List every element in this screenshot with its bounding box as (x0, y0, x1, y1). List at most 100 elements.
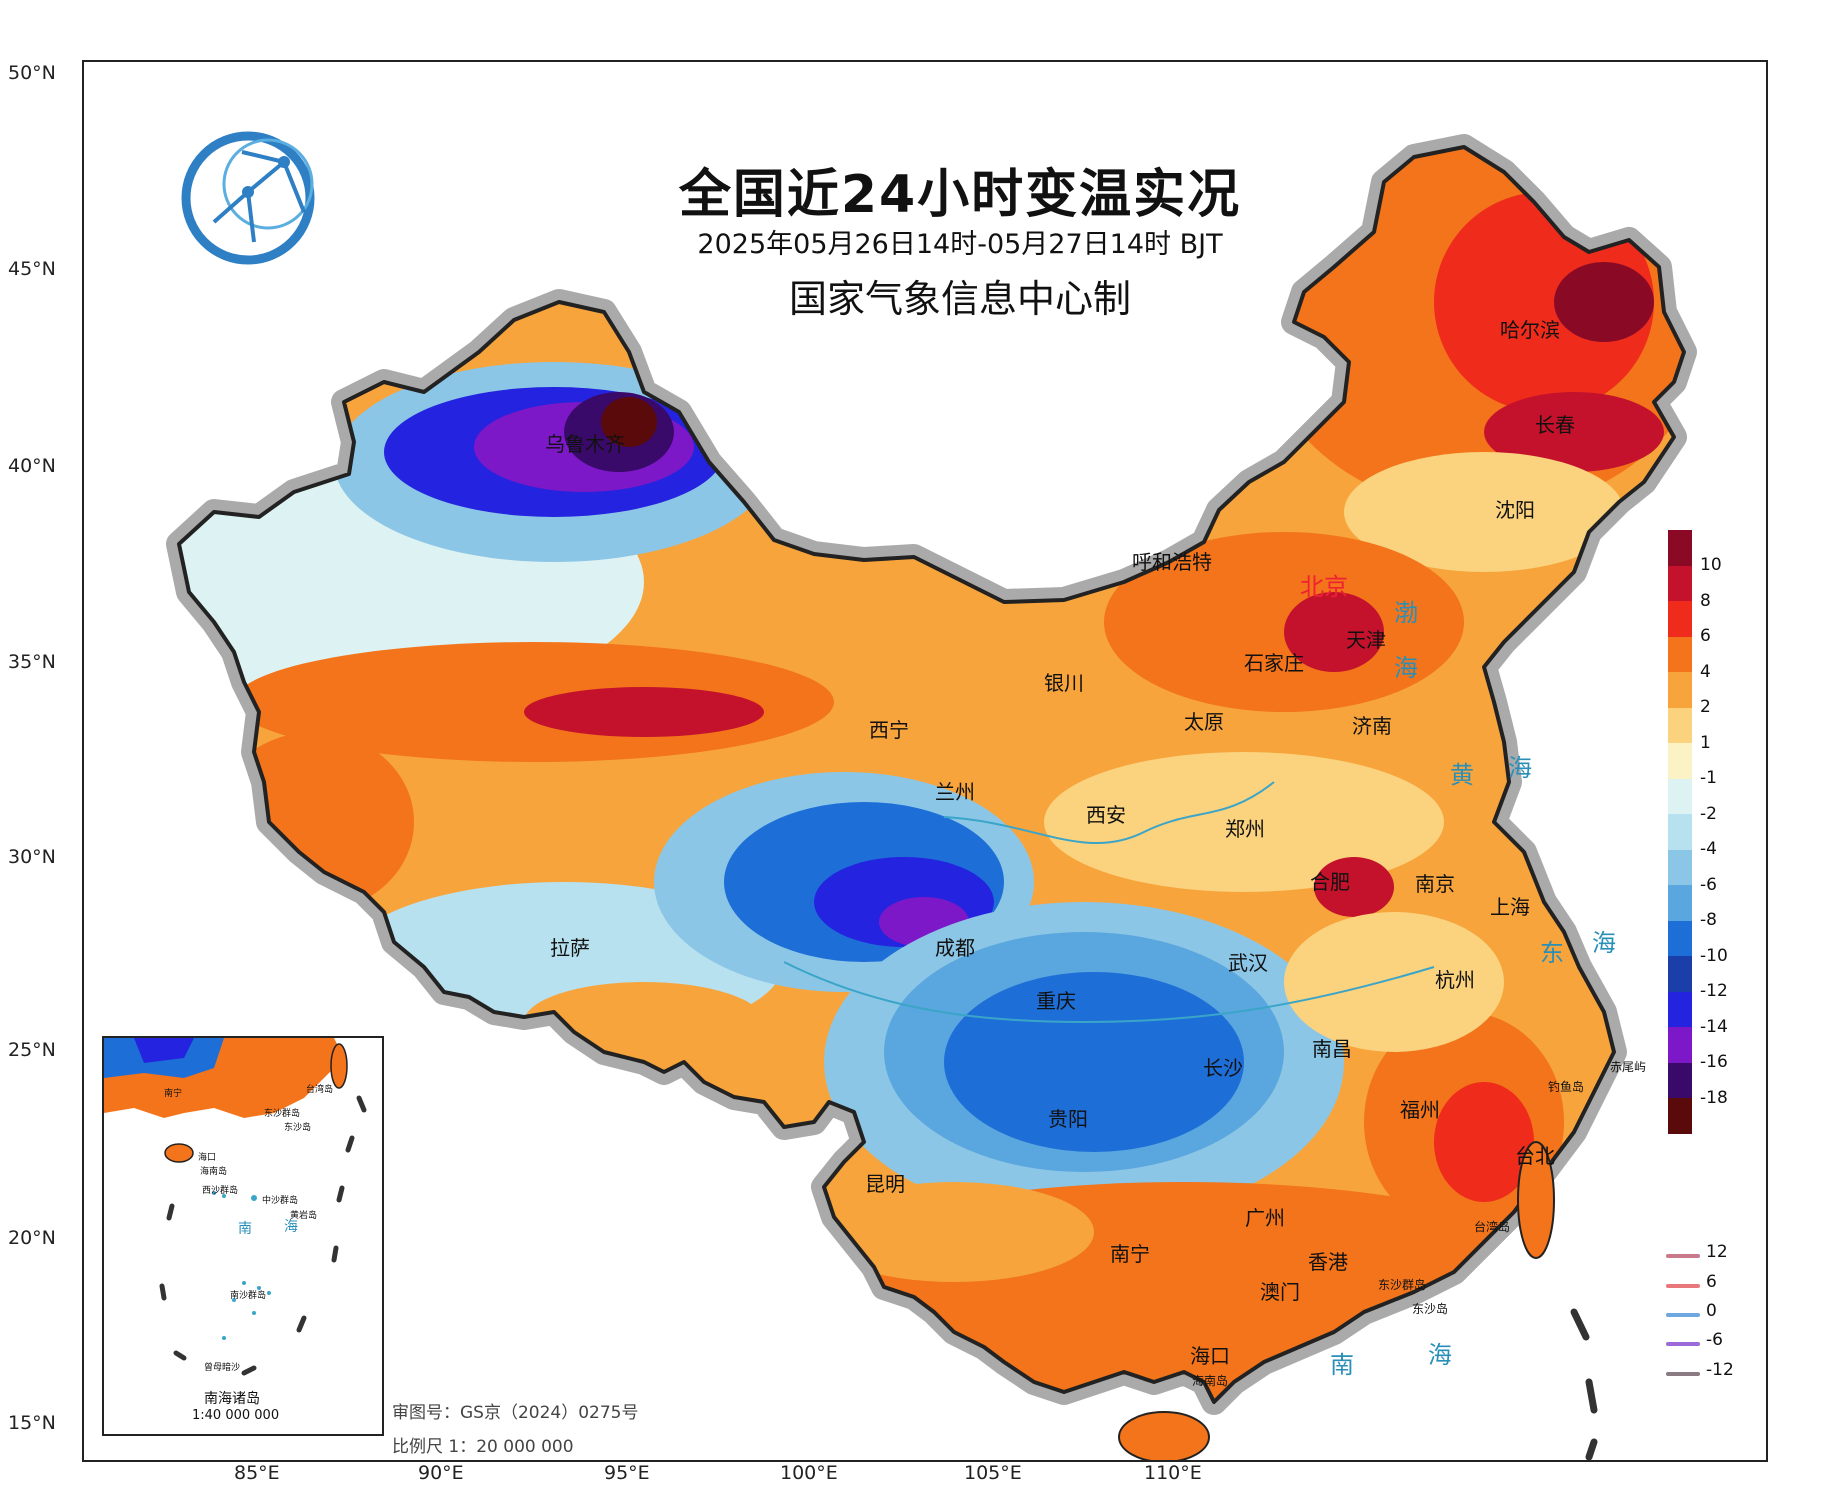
cma-logo (181, 131, 315, 265)
inset-map (104, 1038, 367, 1376)
map-title: 全国近24小时变温实况 (678, 165, 1242, 225)
legend-swatch (1668, 956, 1692, 992)
legend-swatch (1668, 991, 1692, 1027)
legend-swatch (1668, 530, 1692, 566)
legend-swatch (1668, 920, 1692, 956)
city-xian: 西安 (1086, 803, 1126, 827)
city-wuhan: 武汉 (1228, 951, 1268, 975)
city-urumqi: 乌鲁木齐 (545, 432, 625, 456)
legend-label: -10 (1700, 946, 1728, 966)
city-chengdu: 成都 (935, 936, 975, 960)
legend-swatch (1668, 565, 1692, 601)
sea-east-2: 海 (1592, 929, 1616, 957)
lat-label-45: 45°N (8, 258, 56, 280)
legend-label: -12 (1700, 981, 1728, 1001)
lat-label-35: 35°N (8, 651, 56, 673)
lon-label-100: 100°E (780, 1462, 838, 1484)
city-hongkong: 香港 (1308, 1250, 1348, 1274)
taiwan-island (1517, 1141, 1555, 1259)
lon-label-95: 95°E (604, 1462, 650, 1484)
inset-sea-1: 南 (238, 1221, 252, 1237)
lat-label-15: 15°N (8, 1412, 56, 1434)
inset-place-xisha: 西沙群岛 (202, 1186, 239, 1196)
inset-place-dongsha-dao: 东沙岛 (284, 1123, 312, 1133)
nine-dash-line (1570, 1308, 1598, 1460)
legend-label: -18 (1700, 1088, 1728, 1108)
city-kunming: 昆明 (865, 1172, 905, 1196)
inset-place-nansha: 南沙群岛 (230, 1291, 267, 1301)
place-dongsha-dao: 东沙岛 (1412, 1302, 1449, 1316)
legend-label: -2 (1700, 804, 1717, 824)
legend-label: -14 (1700, 1017, 1728, 1037)
legend-label: -1 (1700, 768, 1717, 788)
inset-title: 南海诸岛 (204, 1391, 260, 1407)
legend-label: 4 (1700, 662, 1711, 682)
city-changsha: 长沙 (1203, 1056, 1243, 1080)
legend-label: 1 (1700, 733, 1711, 753)
lon-label-85: 85°E (234, 1462, 280, 1484)
sea-bohai-1: 渤 (1394, 599, 1418, 627)
city-hefei: 合肥 (1310, 870, 1350, 894)
lat-label-40: 40°N (8, 455, 56, 477)
city-shijiazhuang: 石家庄 (1244, 651, 1304, 675)
map-subtitle: 2025年05月26日14时-05月27日14时 BJT (697, 229, 1223, 260)
city-harbin: 哈尔滨 (1500, 318, 1560, 342)
legend-swatch (1668, 1062, 1692, 1098)
map-producer: 国家气象信息中心制 (788, 277, 1131, 321)
city-guangzhou: 广州 (1245, 1206, 1285, 1230)
south-china-sea-inset: 南宁 台湾岛 东沙群岛 东沙岛 海口 海南岛 西沙群岛 中沙群岛 黄岩岛 南沙群… (102, 1036, 384, 1436)
legend-label: 10 (1700, 555, 1722, 575)
legend-swatch (1668, 672, 1692, 708)
city-lhasa: 拉萨 (550, 936, 590, 960)
legend-swatch (1668, 778, 1692, 814)
sea-east-1: 东 (1540, 939, 1564, 967)
city-tianjin: 天津 (1346, 628, 1386, 652)
yellow-river (943, 781, 1275, 845)
inset-place-zengmu: 曾母暗沙 (204, 1363, 241, 1373)
city-jinan: 济南 (1352, 714, 1392, 738)
approval-number: 审图号：GS京（2024）0275号 (392, 1403, 639, 1423)
legend-swatch (1668, 636, 1692, 672)
lat-label-30: 30°N (8, 846, 56, 868)
sea-yellow-1: 黄 (1450, 761, 1474, 789)
inset-place-huangyan: 黄岩岛 (290, 1211, 318, 1221)
city-fuzhou: 福州 (1400, 1098, 1440, 1122)
legend-swatch (1668, 707, 1692, 743)
city-beijing: 北京 (1300, 573, 1348, 601)
lon-label-105: 105°E (964, 1462, 1022, 1484)
city-lanzhou: 兰州 (935, 780, 975, 804)
city-guiyang: 贵阳 (1048, 1107, 1088, 1131)
hainan-island (1118, 1411, 1210, 1460)
temperature-change-map (166, 131, 1697, 1460)
inset-place-taiwan: 台湾岛 (306, 1085, 334, 1095)
sea-bohai-2: 海 (1394, 654, 1418, 682)
legend-label: 2 (1700, 697, 1711, 717)
legend-swatch (1668, 743, 1692, 779)
city-chongqing: 重庆 (1036, 989, 1076, 1013)
lat-label-50: 50°N (8, 62, 56, 84)
yangtze-river (783, 961, 1435, 1024)
legend-label: 8 (1700, 591, 1711, 611)
place-dongsha-qundao: 东沙群岛 (1378, 1278, 1427, 1292)
city-nanchang: 南昌 (1312, 1037, 1352, 1061)
city-zhengzhou: 郑州 (1225, 817, 1265, 841)
city-haikou: 海口 (1190, 1344, 1230, 1368)
map-scale: 比例尺 1：20 000 000 (392, 1437, 574, 1457)
city-nanjing: 南京 (1415, 872, 1455, 896)
place-hainan: 海南岛 (1192, 1374, 1229, 1388)
sea-south-2: 海 (1428, 1341, 1452, 1369)
city-hohhot: 呼和浩特 (1132, 550, 1212, 574)
city-changchun: 长春 (1535, 413, 1575, 437)
legend-swatch (1668, 849, 1692, 885)
inset-place-haikou: 海口 (198, 1153, 217, 1163)
city-xining: 西宁 (869, 718, 909, 742)
city-taiyuan: 太原 (1184, 710, 1224, 734)
place-chiweiyu: 赤尾屿 (1610, 1060, 1647, 1074)
legend-label: -16 (1700, 1052, 1728, 1072)
city-shenyang: 沈阳 (1495, 498, 1535, 522)
lat-label-20: 20°N (8, 1227, 56, 1249)
place-diaoyudao: 钓鱼岛 (1548, 1080, 1585, 1094)
map-frame (82, 60, 1768, 1462)
lat-label-25: 25°N (8, 1039, 56, 1061)
inset-place-zhongsha: 中沙群岛 (262, 1196, 299, 1206)
